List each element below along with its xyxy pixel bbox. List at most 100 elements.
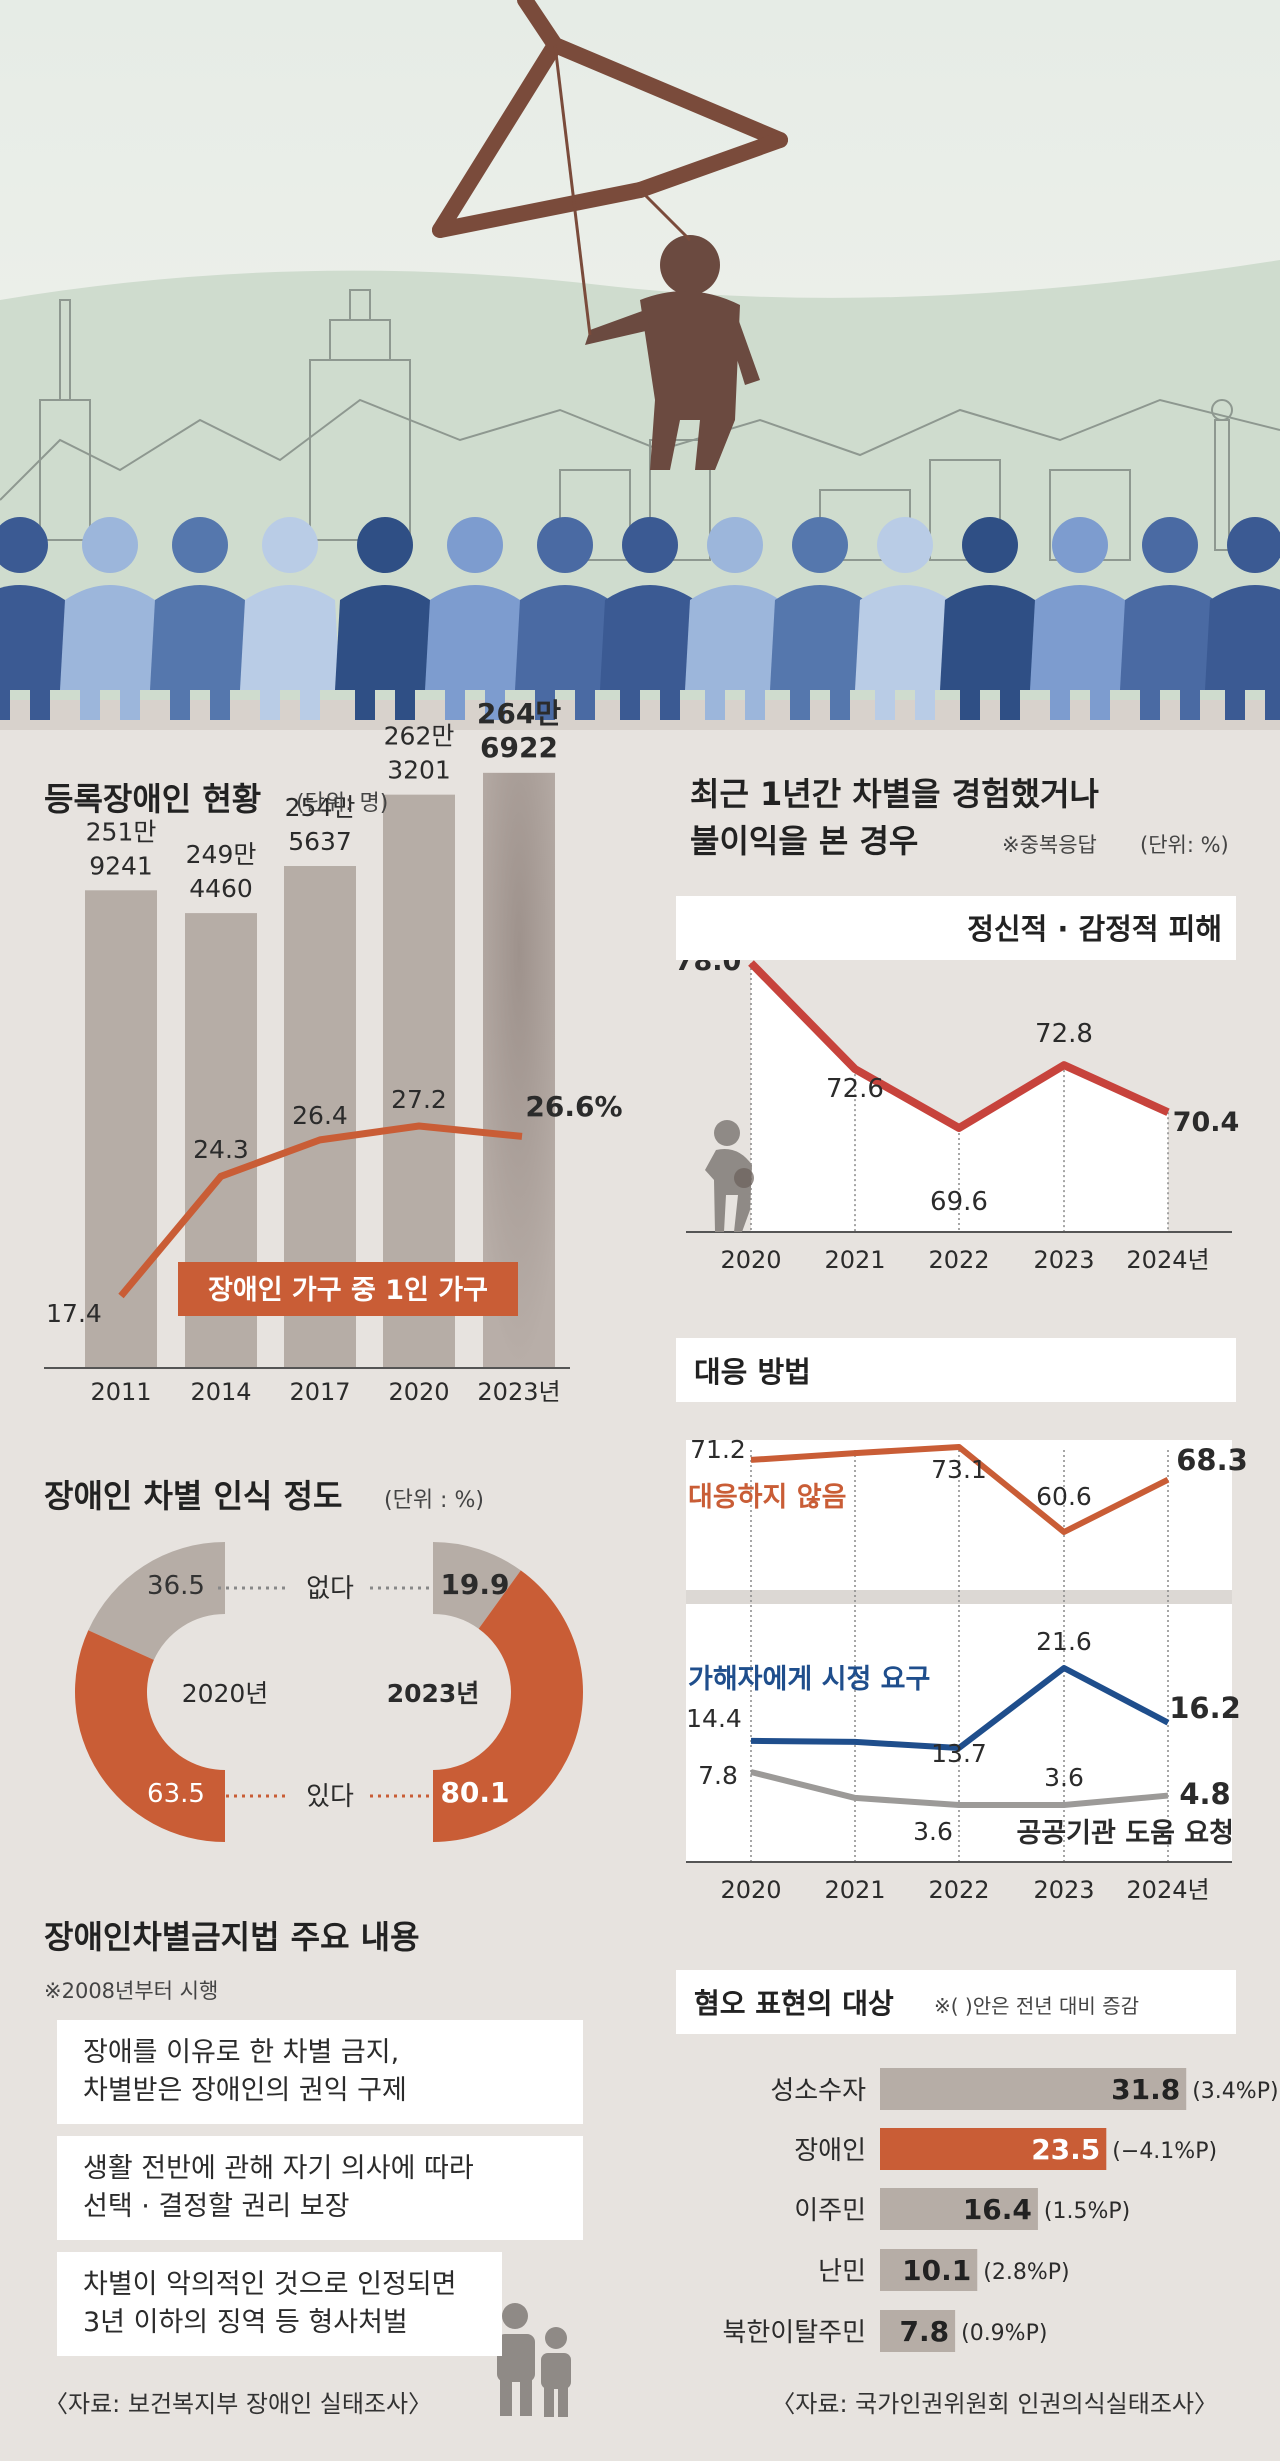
response-x-label-1: 2020	[720, 1876, 781, 1904]
hate-title: 혐오 표현의 대상	[694, 1987, 894, 2020]
puppet-figure-icon	[553, 44, 760, 470]
perception-slice-1-1	[88, 1542, 225, 1660]
crowd-person-icon	[0, 517, 70, 720]
response-chart-group: 71.2 73.1 60.6 68.3 14.4 13.7 21.6 16.2 7.8 3.6 3.…	[686, 1435, 1248, 1904]
hate-category-3: 이주민	[794, 2196, 866, 2226]
mental-label-2: 72.6	[826, 1074, 884, 1104]
registered-line-series	[118, 1122, 523, 1299]
registered-title: 등록장애인 현황	[44, 780, 261, 818]
registered-bar-label-top-4: 262만	[384, 722, 455, 751]
law-item-1: 장애를 이유로 한 차별 금지, 차별받은 장애인의 권익 구제	[57, 2020, 583, 2124]
marionette-cross-icon	[432, 0, 788, 238]
perception-label-2023-yes: 80.1	[440, 1776, 509, 1809]
response-x-label-4: 2023	[1033, 1876, 1094, 1904]
hate-value-2: 23.5	[1031, 2133, 1100, 2166]
perception-label-2020-yes: 63.5	[147, 1779, 205, 1809]
response-label-9: 7.8	[698, 1761, 738, 1790]
parent-child-icon	[497, 2303, 571, 2417]
registered-line-legend-box	[178, 1262, 518, 1316]
response-label-11: 3.6	[1044, 1763, 1084, 1792]
discrimination-unit: (단위: %)	[1140, 833, 1229, 857]
registered-line-label-5: 26.6%	[525, 1090, 622, 1123]
response-x-label-5: 2024년	[1126, 1876, 1209, 1904]
hate-change-4: (2.8%P)	[983, 2260, 1069, 2285]
registered-bar-label-top-3: 254만	[285, 793, 356, 822]
hate-bar-5	[880, 2310, 956, 2352]
hurt-person-icon	[705, 1120, 754, 1232]
hate-category-5: 북한이탈주민	[722, 2318, 866, 2348]
mental-x-label-2: 2021	[824, 1246, 885, 1274]
perception-slice-2-1	[433, 1542, 521, 1629]
registered-line-group: 17.4 24.3 26.4 27.2 26.6% 장애인 가구 중 1인 가구	[46, 1085, 622, 1328]
response-label-4: 68.3	[1176, 1443, 1248, 1477]
crowd-person-icon	[425, 517, 525, 720]
response-line-correction	[750, 1665, 1170, 1751]
law-item-3: 차별이 악의적인 것으로 인정되면 3년 이하의 징역 등 형사처벌	[57, 2252, 502, 2356]
crowd-person-icon	[150, 517, 250, 720]
crowd-person-icon	[515, 517, 615, 720]
mental-label-5: 70.4	[1173, 1107, 1240, 1138]
perception-label-no: 없다	[306, 1574, 354, 1604]
law-item-1-line2: 차별받은 장애인의 권익 구제	[83, 2075, 407, 2106]
response-label-5: 14.4	[686, 1704, 742, 1733]
mental-line	[748, 960, 1170, 1132]
registered-line-label-2: 24.3	[193, 1135, 249, 1164]
hate-value-3: 16.4	[963, 2193, 1032, 2226]
hate-bar-4	[880, 2249, 978, 2291]
registered-bar-label-bottom-4: 3201	[387, 756, 451, 785]
city-skyline-icon	[0, 289, 1280, 561]
perception-label-yes: 있다	[306, 1782, 354, 1812]
crowd-person-icon	[770, 517, 870, 720]
mental-x-label-3: 2022	[928, 1246, 989, 1274]
hate-bar-2	[880, 2128, 1107, 2170]
hate-note: ※( )안은 전년 대비 증감	[934, 1994, 1139, 2018]
response-label-3: 60.6	[1036, 1482, 1092, 1511]
registered-bar-label-top-1: 251만	[86, 817, 157, 846]
hate-value-1: 31.8	[1111, 2073, 1180, 2106]
crowd-person-icon	[940, 517, 1040, 720]
response-label-10: 3.6	[913, 1817, 953, 1846]
response-label-12: 4.8	[1179, 1777, 1230, 1811]
registered-x-label-2: 2014	[190, 1378, 251, 1406]
perception-title: 장애인 차별 인식 정도	[44, 1477, 342, 1515]
perception-year-2020: 2020년	[182, 1679, 269, 1708]
registered-line-label-4: 27.2	[391, 1085, 447, 1114]
crowd-person-icon	[1030, 517, 1130, 720]
hate-source: 〈자료: 국가인권위원회 인권의식실태조사〉	[771, 2390, 1218, 2418]
hate-bars-group: 성소수자 31.8 (3.4%P) 장애인 23.5 (−4.1%P) 이주민 16.4 (1.…	[722, 2068, 1279, 2352]
law-item-2: 생활 전반에 관해 자기 의사에 따라 선택 · 결정할 권리 보장	[57, 2136, 583, 2240]
response-label-1: 71.2	[690, 1435, 746, 1464]
response-legend-correction: 가해자에게 시정 요구	[688, 1664, 930, 1695]
response-x-label-2: 2021	[824, 1876, 885, 1904]
response-label-8: 16.2	[1169, 1691, 1241, 1725]
response-label-7: 21.6	[1036, 1627, 1092, 1656]
law-item-3-line1: 차별이 악의적인 것으로 인정되면	[83, 2269, 457, 2300]
perception-label-2023-no: 19.9	[440, 1568, 509, 1601]
crowd-person-icon	[855, 517, 955, 720]
registered-source: 〈자료: 보건복지부 장애인 실태조사〉	[44, 2390, 432, 2418]
registered-bar-1	[85, 890, 157, 1368]
registered-line-label-3: 26.4	[292, 1101, 348, 1130]
hate-value-5: 7.8	[900, 2315, 950, 2348]
crowd-person-icon	[240, 517, 340, 720]
crowd-person-icon	[1205, 517, 1280, 720]
law-title: 장애인차별금지법 주요 내용	[44, 1918, 420, 1956]
mental-label-3: 69.6	[930, 1187, 988, 1217]
response-title: 대응 방법	[694, 1355, 811, 1389]
perception-slice-2-2	[433, 1570, 584, 1842]
crowd-person-icon	[335, 517, 435, 720]
mental-x-label-4: 2023	[1033, 1246, 1094, 1274]
registered-bar-label-bottom-5: 6922	[480, 731, 558, 764]
hate-change-5: (0.9%P)	[961, 2321, 1047, 2346]
registered-bar-label-top-2: 249만	[186, 840, 257, 869]
hate-title-band	[676, 1970, 1236, 2034]
response-legend-public-help: 공공기관 도움 요청	[1016, 1818, 1234, 1849]
registered-bar-label-bottom-1: 9241	[89, 851, 153, 880]
hate-category-1: 성소수자	[770, 2076, 866, 2106]
response-line-no-action	[750, 1444, 1170, 1535]
discrimination-title-line2: 불이익을 본 경우	[690, 822, 918, 860]
registered-bar-label-bottom-3: 5637	[288, 827, 352, 856]
